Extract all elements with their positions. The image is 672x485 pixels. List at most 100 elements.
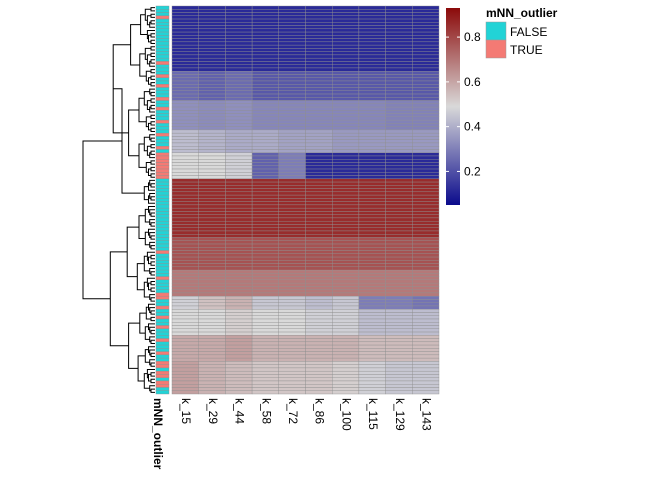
heatmap-cell bbox=[198, 188, 226, 193]
annotation-cell bbox=[155, 181, 170, 186]
annotation-cell bbox=[155, 237, 170, 241]
annotation-cell bbox=[155, 12, 170, 16]
annotation-cell bbox=[155, 269, 170, 274]
heatmap-cell bbox=[305, 224, 333, 228]
heatmap-cell bbox=[332, 338, 360, 343]
heatmap-cell bbox=[171, 380, 199, 385]
heatmap-cell bbox=[198, 370, 226, 375]
heatmap-cell bbox=[251, 243, 280, 248]
heatmap-cell bbox=[225, 48, 253, 52]
heatmap-cell bbox=[358, 116, 386, 121]
heatmap-cell bbox=[198, 318, 226, 323]
annotation-cell bbox=[155, 354, 170, 359]
dendrogram-branch bbox=[144, 208, 150, 223]
heatmap-cell bbox=[278, 28, 306, 33]
heatmap-cell bbox=[251, 204, 280, 209]
heatmap-cell bbox=[305, 123, 333, 127]
heatmap-cell bbox=[251, 237, 280, 241]
heatmap-cell bbox=[225, 22, 253, 26]
colorbar bbox=[446, 8, 460, 205]
heatmap-cell bbox=[171, 132, 199, 137]
heatmap-cell bbox=[385, 289, 413, 294]
heatmap-cell bbox=[385, 139, 413, 144]
annotation-cell bbox=[155, 276, 170, 281]
heatmap-cell bbox=[412, 145, 440, 150]
heatmap-cell bbox=[198, 302, 226, 307]
heatmap-cell bbox=[358, 57, 386, 62]
dendrogram-branch bbox=[150, 166, 155, 172]
annotation-cell bbox=[155, 116, 170, 121]
heatmap-cell bbox=[332, 211, 360, 215]
heatmap-cell bbox=[198, 90, 226, 95]
heatmap-cell bbox=[385, 256, 413, 261]
heatmap-cell bbox=[412, 302, 440, 307]
heatmap-cell bbox=[358, 289, 386, 294]
heatmap-cell bbox=[412, 331, 440, 336]
heatmap-cell bbox=[225, 302, 253, 307]
heatmap-cell bbox=[358, 139, 386, 144]
annotation-cell bbox=[155, 172, 170, 176]
heatmap-cell bbox=[278, 374, 306, 378]
dendrogram-branch bbox=[144, 326, 150, 340]
heatmap-cell bbox=[305, 159, 333, 163]
heatmap-cell bbox=[305, 276, 333, 281]
annotation-cell bbox=[155, 142, 170, 147]
heatmap-cell bbox=[358, 341, 386, 346]
heatmap-cell bbox=[198, 234, 226, 238]
heatmap-cell bbox=[332, 370, 360, 375]
heatmap-cell bbox=[305, 77, 333, 82]
heatmap-cell bbox=[305, 253, 333, 258]
heatmap-cell bbox=[385, 22, 413, 26]
dendrogram-branch bbox=[138, 215, 146, 239]
heatmap-cell bbox=[278, 289, 306, 294]
heatmap-cell bbox=[332, 87, 360, 91]
dendrogram-branch bbox=[149, 88, 155, 95]
heatmap-cell bbox=[358, 44, 386, 49]
heatmap-cell bbox=[332, 361, 360, 365]
heatmap-cell bbox=[385, 234, 413, 238]
heatmap-cell bbox=[251, 348, 280, 352]
heatmap-cell bbox=[412, 243, 440, 248]
heatmap-cell bbox=[251, 87, 280, 91]
heatmap-cell bbox=[332, 364, 360, 369]
heatmap-cell bbox=[305, 214, 333, 219]
heatmap-cell bbox=[171, 370, 199, 375]
heatmap-cell bbox=[278, 273, 306, 277]
heatmap-cell bbox=[171, 103, 199, 108]
annotation-cell bbox=[155, 331, 170, 336]
heatmap-cell bbox=[225, 155, 253, 160]
heatmap-cell bbox=[171, 113, 199, 118]
heatmap-cell bbox=[385, 312, 413, 316]
heatmap-cell bbox=[278, 113, 306, 118]
heatmap-cell bbox=[198, 93, 226, 98]
heatmap-cell bbox=[251, 322, 280, 326]
heatmap-cell bbox=[385, 240, 413, 245]
heatmap-cell bbox=[412, 139, 440, 144]
heatmap-cell bbox=[305, 116, 333, 121]
heatmap-cell bbox=[358, 5, 386, 10]
heatmap-cell bbox=[251, 106, 280, 111]
heatmap-cell bbox=[198, 384, 226, 388]
heatmap-cell bbox=[251, 292, 280, 297]
heatmap-cell bbox=[225, 126, 253, 131]
heatmap-cell bbox=[225, 71, 253, 75]
heatmap-cell bbox=[305, 106, 333, 111]
heatmap-cell bbox=[171, 15, 199, 20]
heatmap-cell bbox=[171, 28, 199, 33]
heatmap-cell bbox=[278, 282, 306, 287]
dendrogram-branch bbox=[150, 254, 155, 260]
heatmap-cell bbox=[412, 377, 440, 382]
heatmap-cell bbox=[305, 152, 333, 157]
heatmap-cell bbox=[225, 198, 253, 202]
heatmap-cell bbox=[198, 74, 226, 78]
column-label: k_72 bbox=[286, 398, 300, 424]
heatmap-cell bbox=[171, 5, 199, 10]
heatmap-cell bbox=[198, 341, 226, 346]
heatmap-cell bbox=[358, 136, 386, 140]
heatmap-cell bbox=[412, 191, 440, 196]
annotation-cell bbox=[155, 113, 170, 118]
heatmap-cell bbox=[225, 129, 253, 134]
heatmap-cell bbox=[225, 341, 253, 346]
heatmap-cell bbox=[278, 185, 306, 189]
heatmap-cell bbox=[412, 214, 440, 219]
